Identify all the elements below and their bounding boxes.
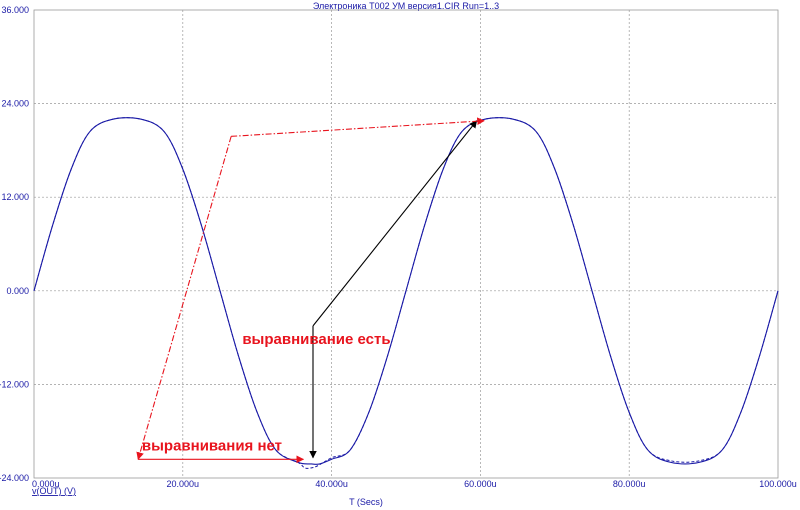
traces	[33, 117, 779, 469]
plot-frame	[33, 9, 779, 479]
y-tick-label: -12.000	[0, 379, 29, 389]
grid	[34, 10, 778, 478]
annotations: выравнивание есть выравнивания нет	[136, 117, 485, 464]
x-tick-label: 80.000u	[613, 479, 646, 489]
x-tick-label: 100.000u	[759, 479, 797, 489]
y-tick-label: 24.000	[1, 99, 29, 109]
legend-entry: v(OUT) (V)	[32, 486, 76, 496]
annotation-label: выравнивание есть	[242, 331, 390, 348]
annotation-label: выравнивания нет	[142, 438, 282, 455]
annotation-arrow	[312, 120, 478, 327]
annotation-arrow	[231, 117, 485, 137]
x-tick-label: 20.000u	[167, 479, 200, 489]
x-tick-label: 60.000u	[464, 479, 497, 489]
chart-title: Электроника Т002 УМ версия1.CIR Run=1..3	[313, 1, 499, 11]
y-axis: -24.000 -12.000 0.000 12.000 24.000 36.000	[0, 5, 29, 483]
x-axis-label: T (Secs)	[349, 497, 383, 507]
series-line-2	[33, 117, 779, 469]
x-axis: 0.000u 20.000u 40.000u 60.000u 80.000u 100.00…	[32, 479, 797, 489]
x-tick-label: 40.000u	[315, 479, 348, 489]
y-tick-label: -24.000	[0, 473, 29, 483]
y-tick-label: 0.000	[6, 286, 29, 296]
x-tick-label: 0.000u	[32, 479, 60, 489]
y-tick-label: 12.000	[1, 192, 29, 202]
annotation-arrow	[136, 136, 232, 461]
y-tick-label: 36.000	[1, 5, 29, 15]
